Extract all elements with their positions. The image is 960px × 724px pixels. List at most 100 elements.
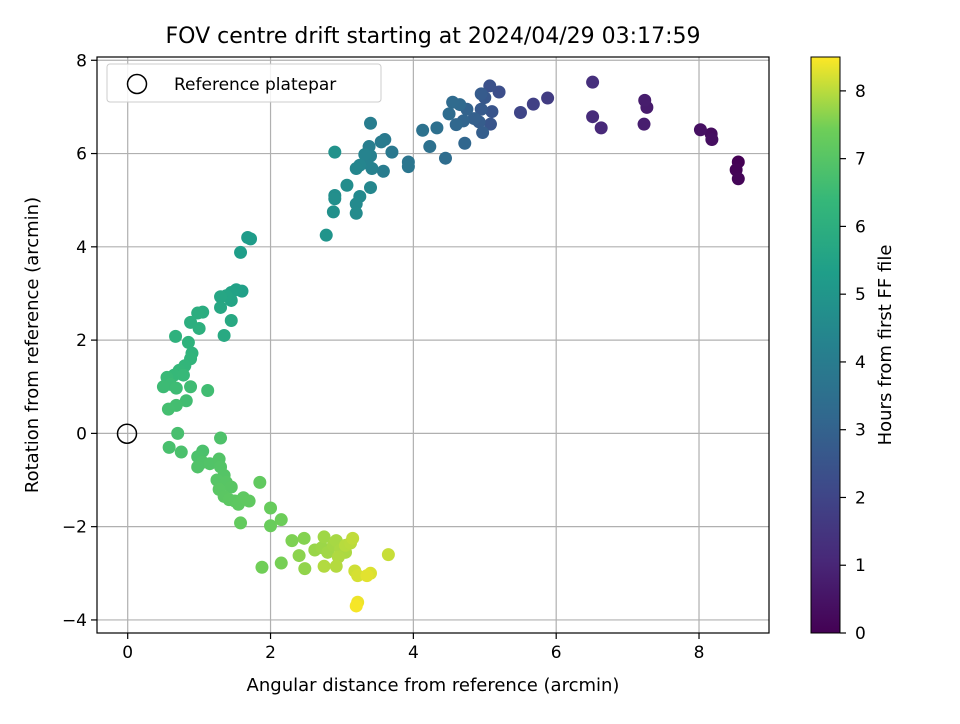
scatter-point: [358, 147, 372, 161]
x-axis-label: Angular distance from reference (arcmin): [247, 675, 620, 696]
scatter-point: [526, 97, 540, 111]
scatter-point: [214, 300, 228, 314]
scatter-point: [476, 126, 490, 140]
colorbar-gradient: [810, 56, 841, 634]
legend-marker: [126, 73, 148, 95]
data-points: [156, 75, 745, 613]
scatter-point: [329, 559, 343, 573]
y-tick-label: 6: [76, 145, 87, 165]
scatter-point: [513, 106, 527, 120]
scatter-point: [156, 380, 170, 394]
scatter-point: [349, 599, 363, 613]
scatter-point: [364, 116, 378, 130]
scatter-point: [184, 380, 198, 394]
colorbar-tick-label: 7: [855, 150, 866, 170]
scatter-point: [191, 460, 205, 474]
scatter-point: [374, 135, 388, 149]
colorbar-tick-label: 8: [855, 82, 866, 102]
scatter-point: [274, 513, 288, 527]
scatter-point: [169, 381, 183, 395]
legend: Reference platepar: [106, 63, 382, 103]
x-tick-label: 0: [122, 643, 133, 663]
scatter-point: [705, 133, 719, 147]
scatter-point: [349, 197, 363, 211]
scatter-point: [255, 560, 269, 574]
scatter-point: [191, 306, 205, 320]
scatter-point: [483, 79, 497, 93]
scatter-point: [234, 516, 248, 530]
reference-marker: [116, 423, 138, 444]
y-axis-label: Rotation from reference (arcmin): [22, 197, 43, 493]
scatter-point: [637, 117, 651, 131]
scatter-point: [244, 232, 258, 246]
x-tick-label: 2: [265, 643, 276, 663]
colorbar-tick-label: 5: [855, 285, 866, 305]
scatter-point: [340, 178, 354, 192]
plot-frame: [96, 56, 770, 634]
scatter-point: [298, 562, 312, 576]
scatter-point: [376, 164, 390, 178]
scatter-point: [430, 121, 444, 135]
scatter-point: [161, 402, 175, 416]
x-tick-label: 4: [408, 643, 419, 663]
scatter-point: [264, 501, 278, 515]
scatter-point: [319, 228, 333, 242]
scatter-point: [217, 328, 231, 342]
scatter-point: [317, 530, 331, 544]
legend-box: [106, 63, 382, 103]
colorbar-tick-label: 0: [855, 624, 866, 644]
scatter-point: [485, 105, 499, 119]
y-tick-label: 2: [76, 331, 87, 351]
grid-lines: [97, 57, 769, 633]
colorbar-tick-label: 3: [855, 421, 866, 441]
scatter-point: [423, 140, 437, 154]
colorbar-tick-label: 1: [855, 556, 866, 576]
scatter-point: [693, 123, 707, 137]
scatter-point: [416, 123, 430, 137]
scatter-point: [274, 556, 288, 570]
scatter-point: [586, 110, 600, 124]
x-tick-label: 8: [694, 643, 705, 663]
scatter-point: [328, 192, 342, 206]
scatter-point: [385, 145, 399, 159]
colorbar: 0 1 2 3 4 5 6 7 8 Hours from first FF file: [810, 56, 896, 644]
scatter-point: [224, 314, 238, 328]
colorbar-tick-label: 4: [855, 353, 866, 373]
scatter-point: [351, 569, 365, 583]
scatter-point: [474, 87, 488, 101]
scatter-point: [169, 329, 183, 343]
scatter-point: [638, 93, 652, 107]
chart-title: FOV centre drift starting at 2024/04/29 …: [166, 24, 701, 49]
scatter-point: [234, 245, 248, 259]
scatter-point: [171, 426, 185, 440]
y-axis-ticks: −4 −2 0 2 4 6 8: [62, 51, 97, 631]
scatter-point: [442, 107, 456, 121]
scatter-point: [467, 112, 481, 126]
scatter-point: [328, 145, 342, 159]
scatter-point: [214, 290, 228, 304]
scatter-point: [326, 205, 340, 219]
x-tick-label: 6: [551, 643, 562, 663]
scatter-point: [349, 161, 363, 175]
scatter-point: [594, 121, 608, 135]
colorbar-ticks: 0 1 2 3 4 5 6 7 8: [840, 82, 866, 644]
scatter-point: [474, 102, 488, 116]
scatter-point: [381, 548, 395, 562]
scatter-point: [446, 95, 460, 109]
scatter-point: [297, 531, 311, 545]
scatter-point: [224, 480, 238, 494]
scatter-point: [285, 534, 299, 548]
scatter-point: [349, 206, 363, 220]
scatter-point: [174, 445, 188, 459]
scatter-point: [179, 394, 193, 408]
scatter-point: [541, 91, 555, 105]
colorbar-label: Hours from first FF file: [875, 245, 896, 446]
scatter-point: [492, 85, 506, 99]
scatter-point: [176, 368, 190, 382]
scatter-point: [214, 431, 228, 445]
scatter-point: [401, 160, 415, 174]
scatter-point: [317, 559, 331, 573]
y-tick-label: 4: [76, 238, 87, 258]
